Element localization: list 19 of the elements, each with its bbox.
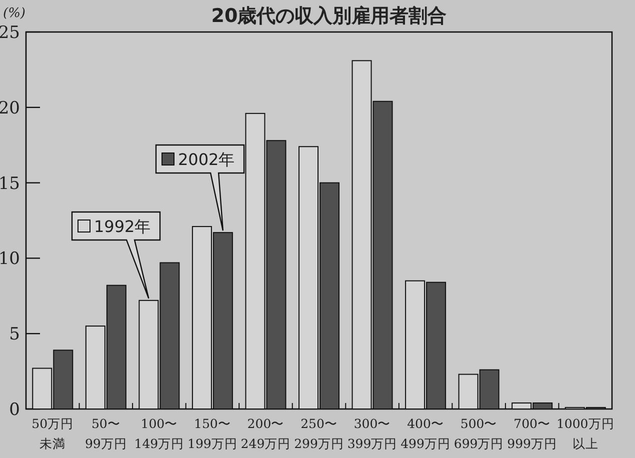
legend-label: 1992年 (94, 217, 151, 236)
x-tick-label: 400〜499万円 (400, 416, 450, 451)
x-tick-label: 1000万円以上 (556, 416, 614, 451)
x-tick-label: 250〜299万円 (294, 416, 344, 451)
y-tick-label: 0 (9, 400, 20, 420)
x-tick-label: 50〜99万円 (84, 416, 127, 451)
y-tick-label: 15 (0, 174, 20, 194)
x-tick-label: 700〜999万円 (507, 416, 558, 451)
chart-title: 20歳代の収入別雇用者割合 (211, 5, 447, 27)
y-tick-label: 5 (9, 324, 20, 345)
y-tick-label: 10 (0, 249, 20, 270)
x-tick-label: 300〜399万円 (347, 416, 398, 451)
x-tick-label: 150〜199万円 (188, 416, 238, 451)
x-tick-label: 50万円未満 (32, 416, 74, 451)
x-tick-label: 200〜249万円 (240, 416, 291, 451)
x-tick-label: 100〜149万円 (134, 416, 184, 451)
y-axis-title: (%) (3, 6, 26, 21)
legend-label: 2002年 (178, 150, 235, 169)
x-tick-label: 500〜699万円 (454, 416, 504, 451)
